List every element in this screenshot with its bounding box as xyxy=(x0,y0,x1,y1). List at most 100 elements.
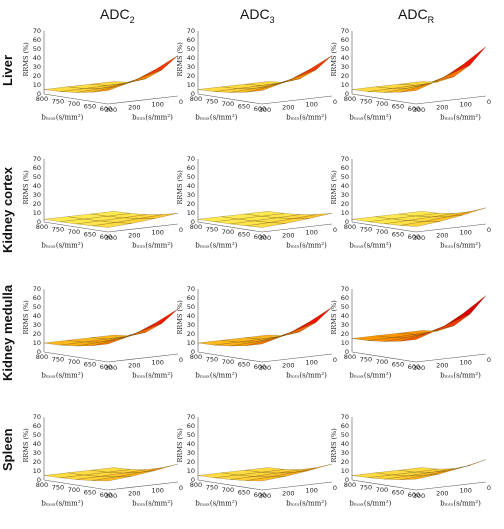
bmax-tick-label: 750 xyxy=(360,356,372,364)
base-axes xyxy=(351,479,487,491)
bmin-tick-label: 300 xyxy=(105,106,117,114)
z-axis-label: RRMS (%) xyxy=(22,428,30,463)
z-tick-label: 50 xyxy=(33,173,41,181)
bmin-axis-label: bₘᵢₙ(s/mm²) xyxy=(286,114,327,122)
bmin-tick-label: 200 xyxy=(282,103,294,111)
bmin-tick-label: 100 xyxy=(151,229,163,237)
z-tick-label: 0 xyxy=(37,348,41,356)
bmax-axis-label: bₘₐₓ(s/mm²) xyxy=(349,500,391,508)
z-tick-label: 50 xyxy=(187,303,195,311)
base-axes xyxy=(197,93,333,105)
bmax-axis-label: bₘₐₓ(s/mm²) xyxy=(195,500,237,508)
bmax-tick-label: 700 xyxy=(376,486,388,494)
z-tick-label: 50 xyxy=(33,303,41,311)
bmin-tick-label: 100 xyxy=(151,359,163,367)
bmin-tick-label: 100 xyxy=(305,101,317,109)
surface-facet xyxy=(197,340,238,346)
bmin-tick-label: 300 xyxy=(105,364,117,372)
z-tick-label: 30 xyxy=(33,191,41,199)
surface-plot-liver-adc3: 0 10 20 30 40 50 60 70 RRMS (%) 800 750 700 650 600 30… xyxy=(176,22,340,142)
bmin-tick-label: 100 xyxy=(459,101,471,109)
bmax-tick-label: 800 xyxy=(36,95,48,103)
bmax-tick-label: 600 xyxy=(100,233,112,241)
bmax-tick-label: 800 xyxy=(344,353,356,361)
z-tick-label: 0 xyxy=(191,348,195,356)
z-axis-label: RRMS (%) xyxy=(22,42,30,77)
bmax-tick-label: 600 xyxy=(408,105,420,113)
z-tick-label: 70 xyxy=(341,155,349,163)
z-tick-label: 20 xyxy=(341,458,349,466)
column-header-adcr: ADCR xyxy=(398,6,435,25)
z-tick-label: 20 xyxy=(187,72,195,80)
bmax-tick-label: 800 xyxy=(344,95,356,103)
bmin-tick-label: 300 xyxy=(259,234,271,242)
bmax-tick-label: 650 xyxy=(84,103,96,111)
base-axes xyxy=(351,351,487,363)
bmin-tick-label: 0 xyxy=(487,356,491,364)
z-tick-label: 10 xyxy=(187,339,195,347)
bmin-axis-label: bₘᵢₙ(s/mm²) xyxy=(132,242,173,250)
bmin-tick-label: 300 xyxy=(259,492,271,500)
bmin-tick-label: 200 xyxy=(128,361,140,369)
bmin-axis-label: bₘᵢₙ(s/mm²) xyxy=(286,242,327,250)
bmin-tick-label: 0 xyxy=(179,98,183,106)
z-tick-label: 70 xyxy=(33,155,41,163)
z-tick-label: 10 xyxy=(33,81,41,89)
bmax-tick-label: 750 xyxy=(52,484,64,492)
bmax-tick-label: 650 xyxy=(392,231,404,239)
surface-facet xyxy=(197,216,238,222)
z-tick-label: 10 xyxy=(341,81,349,89)
bmax-tick-label: 650 xyxy=(238,231,250,239)
z-tick-label: 70 xyxy=(187,285,195,293)
bmax-axis-label: bₘₐₓ(s/mm²) xyxy=(41,372,83,380)
z-tick-label: 20 xyxy=(33,72,41,80)
bmax-tick-label: 700 xyxy=(222,100,234,108)
bmin-tick-label: 300 xyxy=(413,234,425,242)
bmax-tick-label: 600 xyxy=(100,363,112,371)
row-label-kidney-medulla: Kidney medulla xyxy=(0,284,15,382)
surface-plot-liver-adcr: 0 10 20 30 40 50 60 70 RRMS (%) 800 750 700 650 600 30… xyxy=(330,22,494,142)
bmin-tick-label: 300 xyxy=(105,234,117,242)
bmin-tick-label: 200 xyxy=(282,231,294,239)
bmin-tick-label: 0 xyxy=(333,98,337,106)
z-tick-label: 30 xyxy=(187,321,195,329)
z-tick-label: 20 xyxy=(187,200,195,208)
bmin-tick-label: 200 xyxy=(436,361,448,369)
bmax-tick-label: 700 xyxy=(222,228,234,236)
surface-plot-spleen-adcr: 0 10 20 30 40 50 60 70 RRMS (%) 800 750 700 650 600 30… xyxy=(330,408,494,528)
z-tick-label: 40 xyxy=(33,440,41,448)
bmax-tick-label: 700 xyxy=(68,228,80,236)
bmax-tick-label: 600 xyxy=(254,233,266,241)
bmax-tick-label: 600 xyxy=(100,491,112,499)
z-tick-label: 20 xyxy=(341,72,349,80)
bmax-tick-label: 750 xyxy=(52,356,64,364)
z-tick-label: 10 xyxy=(341,467,349,475)
bmin-tick-label: 200 xyxy=(128,231,140,239)
bmin-tick-label: 100 xyxy=(151,101,163,109)
z-tick-label: 60 xyxy=(341,36,349,44)
bmax-tick-label: 650 xyxy=(392,361,404,369)
bmax-axis-label: bₘₐₓ(s/mm²) xyxy=(349,372,391,380)
column-header-adc3: ADC3 xyxy=(240,6,275,25)
z-tick-label: 30 xyxy=(187,191,195,199)
bmax-tick-label: 650 xyxy=(238,103,250,111)
z-tick-label: 0 xyxy=(37,218,41,226)
bmin-tick-label: 0 xyxy=(333,484,337,492)
z-tick-label: 50 xyxy=(341,173,349,181)
bmin-tick-label: 0 xyxy=(179,356,183,364)
surface-facet xyxy=(197,472,238,478)
bmax-tick-label: 700 xyxy=(68,486,80,494)
z-tick-label: 0 xyxy=(191,218,195,226)
bmin-axis-label: bₘᵢₙ(s/mm²) xyxy=(286,372,327,380)
z-tick-label: 50 xyxy=(341,303,349,311)
base-axes xyxy=(351,221,487,233)
bmax-tick-label: 750 xyxy=(360,98,372,106)
surface-plot-kidney-medulla-adcr: 0 10 20 30 40 50 60 70 RRMS (%) 800 750 700 650 600 30… xyxy=(330,280,494,400)
z-axis-label: RRMS (%) xyxy=(176,300,184,335)
z-tick-label: 0 xyxy=(191,476,195,484)
z-tick-label: 60 xyxy=(187,294,195,302)
